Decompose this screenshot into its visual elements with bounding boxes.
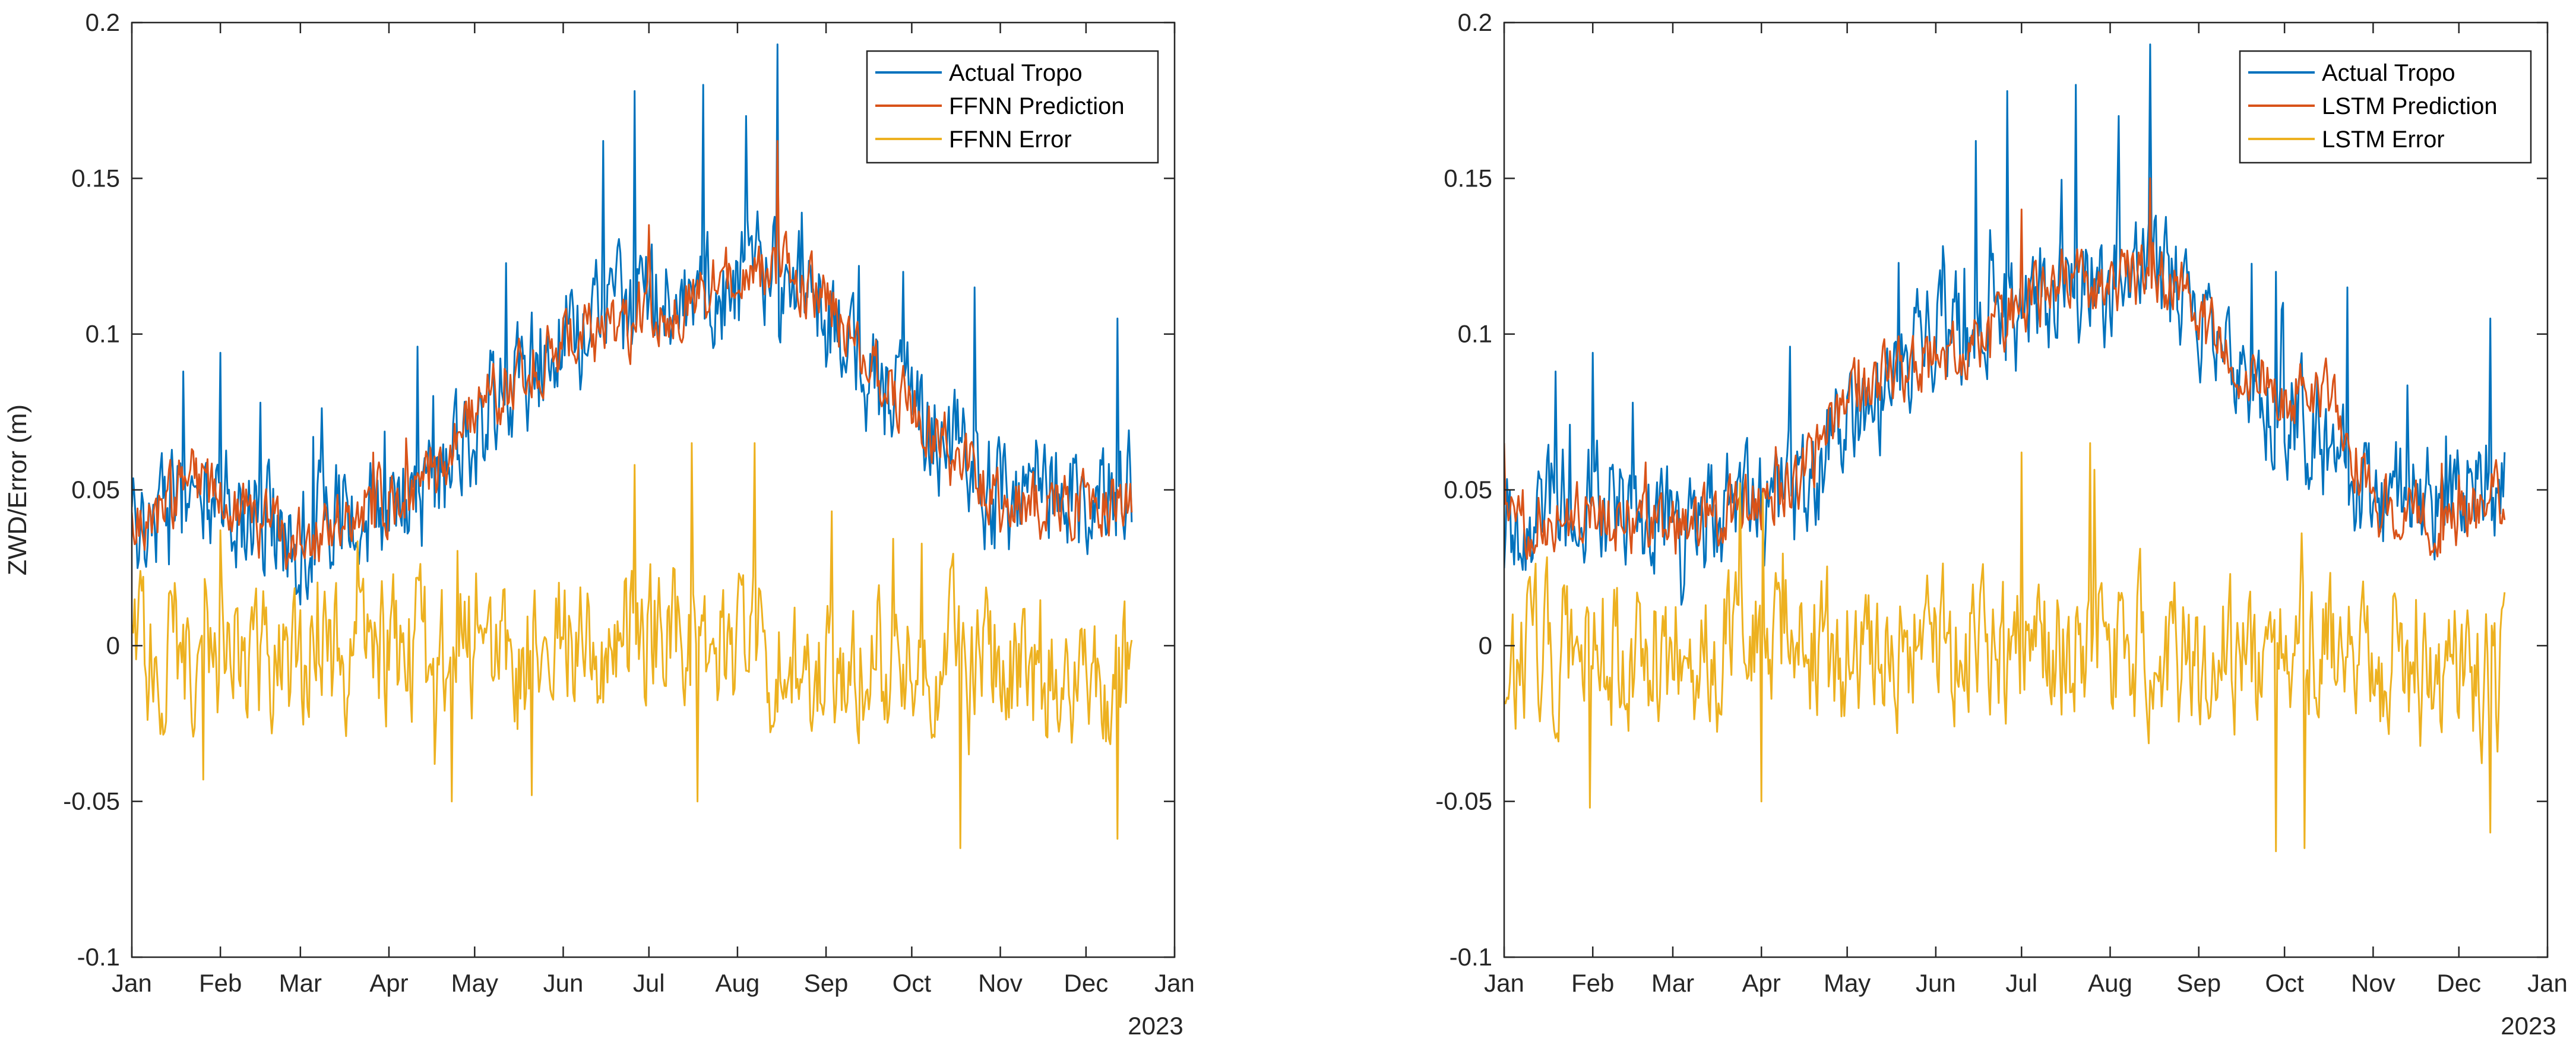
legend-label: LSTM Prediction: [2322, 93, 2498, 119]
y-tick-label: 0: [1479, 631, 1492, 659]
x-tick-label: Dec: [1064, 969, 1109, 997]
y-tick-label: -0.05: [63, 787, 120, 815]
y-tick-label: 0.2: [1458, 8, 1492, 36]
x-tick-label: Feb: [1571, 969, 1614, 997]
x-tick-label: Sep: [804, 969, 849, 997]
x-tick-label: Apr: [369, 969, 408, 997]
chart-panel-ffnn: -0.1 -0.05 0 0.05 0.1 0.15 0.2 Jan Feb Mar Apr May J…: [3, 8, 1195, 1040]
x-tick-label: Dec: [2436, 969, 2481, 997]
y-tick-label: 0.15: [71, 164, 120, 192]
legend-label: FFNN Prediction: [949, 93, 1125, 119]
legend: Actual Tropo LSTM Prediction LSTM Error: [2239, 50, 2532, 164]
series-group: [132, 43, 1133, 849]
y-tick-label: 0.05: [71, 476, 120, 504]
x-tick-label: Apr: [1742, 969, 1781, 997]
x-tick-label: Feb: [199, 969, 242, 997]
y-tick-label: 0.2: [86, 8, 120, 36]
legend-label: FFNN Error: [949, 126, 1072, 153]
y-axis-label: ZWD/Error (m): [3, 404, 32, 575]
x-tick-label: Jan: [1484, 969, 1524, 997]
x-tick-label: Nov: [2351, 969, 2395, 997]
x-tick-label: Jan: [2527, 969, 2568, 997]
series-group: [1504, 43, 2506, 853]
x-tick-label: Oct: [2265, 969, 2304, 997]
legend: Actual Tropo FFNN Prediction FFNN Error: [866, 50, 1159, 164]
x-tick-label: Jan: [112, 969, 152, 997]
x-tick-label: Oct: [893, 969, 932, 997]
y-tick-label: -0.05: [1435, 787, 1492, 815]
x-tick-label: Sep: [2176, 969, 2221, 997]
y-tick-label: 0.15: [1444, 164, 1492, 192]
y-tick-label: -0.1: [1450, 943, 1492, 971]
series-line-lstm-error: [1504, 442, 2506, 853]
chart-panel-lstm: -0.1 -0.05 0 0.05 0.1 0.15 0.2 Jan Feb Mar Apr May J…: [1435, 8, 2568, 1040]
x-tick-label: Jun: [1916, 969, 1956, 997]
x-tick-label: Jul: [2005, 969, 2037, 997]
x-tick-label: Nov: [978, 969, 1023, 997]
x-tick-label: Aug: [716, 969, 760, 997]
series-line-lstm-prediction: [1504, 177, 2506, 560]
y-tick-label: -0.1: [77, 943, 120, 971]
y-tick-label: 0: [106, 631, 120, 659]
y-tick-label: 0.05: [1444, 476, 1492, 504]
x-year-label: 2023: [1128, 1012, 1183, 1040]
x-tick-label: Aug: [2088, 969, 2132, 997]
x-tick-label: Mar: [279, 969, 322, 997]
legend-label: Actual Tropo: [949, 60, 1083, 86]
legend-label: LSTM Error: [2322, 126, 2445, 153]
x-tick-label: Mar: [1651, 969, 1694, 997]
x-tick-label: Jun: [543, 969, 584, 997]
x-tick-label: May: [451, 969, 498, 997]
series-line-ffnn-prediction: [132, 140, 1133, 570]
x-tick-label: May: [1824, 969, 1871, 997]
y-tick-label: 0.1: [1458, 320, 1492, 348]
series-line-actual-tropo: [1504, 43, 2506, 606]
x-tick-label: Jul: [633, 969, 665, 997]
y-tick-label: 0.1: [86, 320, 120, 348]
x-tick-label: Jan: [1154, 969, 1195, 997]
x-year-label: 2023: [2501, 1012, 2556, 1040]
series-line-ffnn-error: [132, 442, 1133, 849]
legend-label: Actual Tropo: [2322, 60, 2455, 86]
